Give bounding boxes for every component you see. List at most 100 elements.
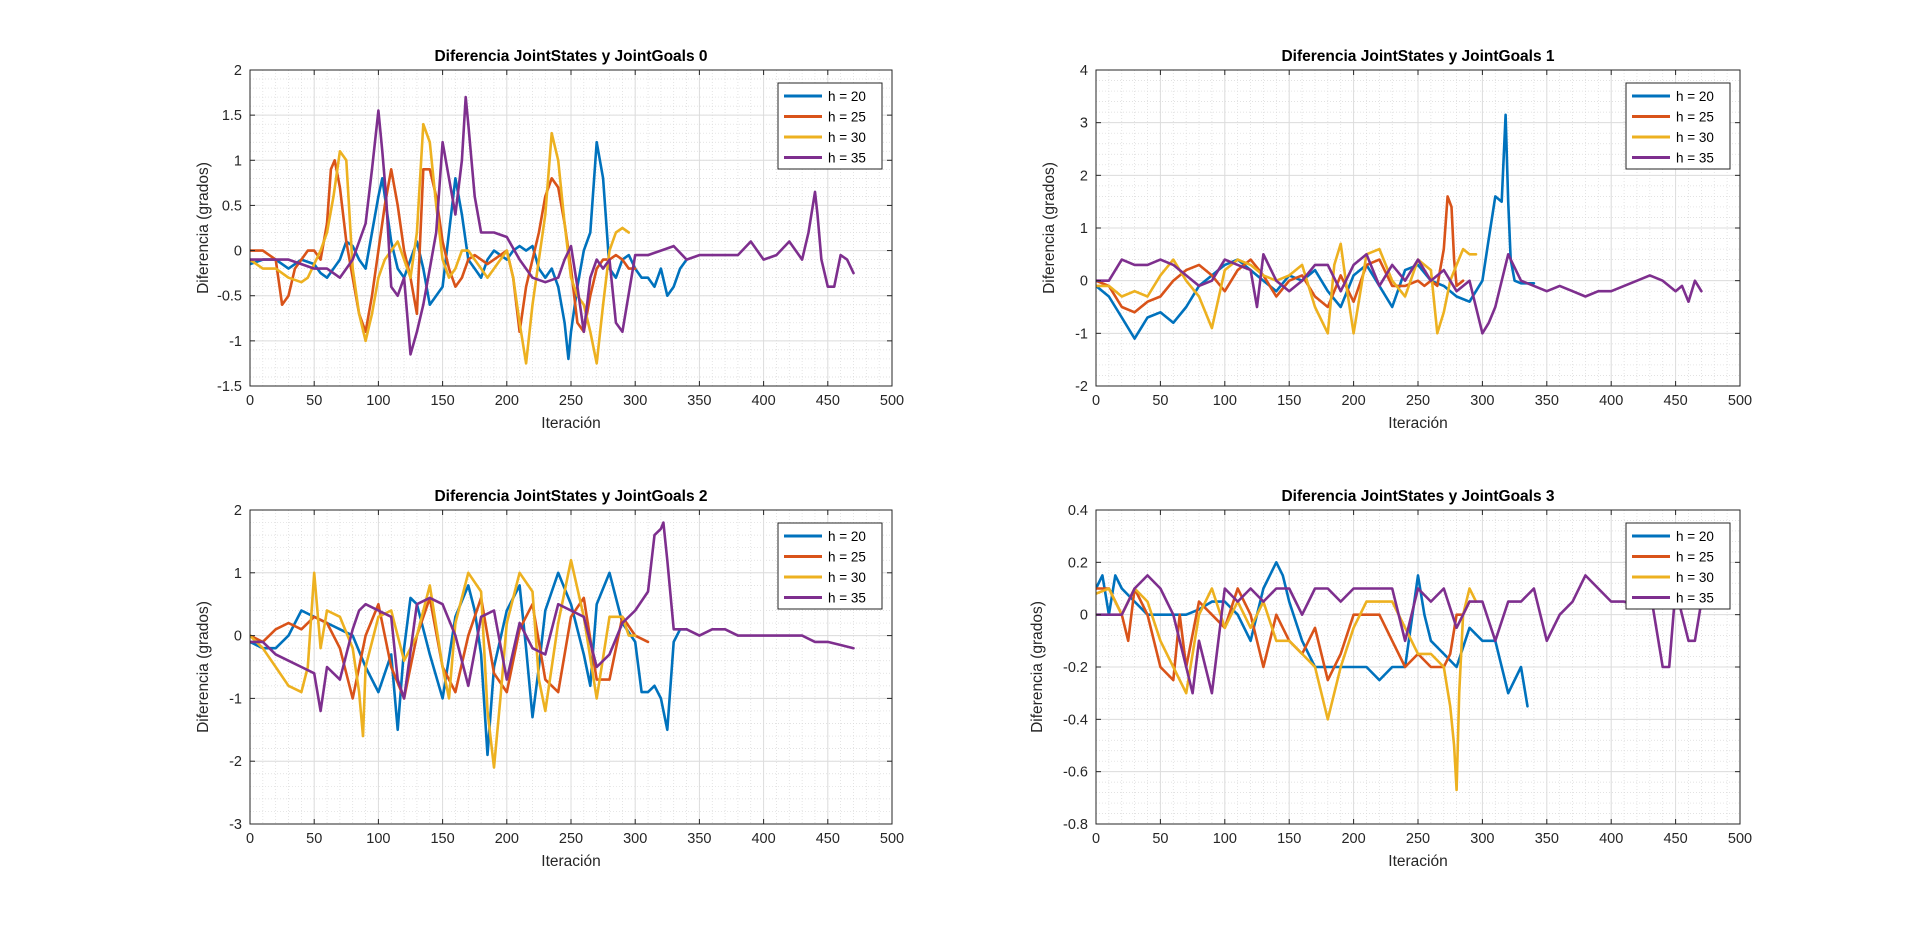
x-tick-label: 400	[1599, 393, 1623, 409]
x-tick-label: 100	[366, 831, 390, 847]
x-tick-label: 0	[246, 831, 254, 847]
y-tick-label: 0.4	[1068, 503, 1088, 519]
x-axis-label: Iteración	[1388, 853, 1447, 870]
x-tick-label: 500	[1728, 831, 1752, 847]
x-axis-label: Iteración	[541, 415, 600, 432]
y-tick-label: 0.2	[1068, 555, 1088, 571]
chart-title: Diferencia JointStates y JointGoals 1	[1281, 48, 1554, 65]
x-tick-label: 250	[559, 831, 583, 847]
x-tick-label: 400	[751, 831, 775, 847]
chart-title: Diferencia JointStates y JointGoals 3	[1281, 488, 1554, 505]
x-tick-label: 0	[246, 393, 254, 409]
x-tick-label: 150	[430, 831, 454, 847]
subplot-1: 0 50 100 150 200 250 300 350 400 450 500 -2 -1 0 1 2 3 4 D…	[1041, 48, 1752, 432]
legend-label: h = 35	[1676, 591, 1714, 606]
legend: h = 20 h = 25 h = 30 h = 35	[1625, 82, 1731, 170]
legend-label: h = 35	[828, 151, 866, 166]
series-line-h-30	[1096, 587, 1478, 792]
x-tick-label: 50	[1152, 393, 1168, 409]
x-tick-label: 200	[495, 831, 519, 847]
y-tick-label: 1	[1080, 221, 1088, 237]
x-tick-label: 300	[1470, 831, 1494, 847]
x-tick-label: 400	[751, 393, 775, 409]
y-tick-label: -2	[1075, 379, 1088, 395]
x-tick-label: 50	[306, 831, 322, 847]
legend-label: h = 30	[1676, 130, 1714, 145]
y-tick-label: 2	[234, 63, 242, 79]
x-tick-label: 150	[430, 393, 454, 409]
y-tick-label: 1	[234, 153, 242, 169]
x-tick-label: 450	[816, 393, 840, 409]
legend: h = 20 h = 25 h = 30 h = 35	[1625, 522, 1731, 610]
legend-label: h = 35	[1676, 151, 1714, 166]
x-tick-label: 150	[1277, 393, 1301, 409]
series-line-h-25	[1096, 587, 1471, 682]
y-axis-label: Diferencia (grados)	[195, 162, 212, 294]
y-tick-label: 0	[1080, 274, 1088, 290]
x-tick-label: 100	[1213, 393, 1237, 409]
x-tick-label: 450	[816, 831, 840, 847]
y-tick-label: 2	[1080, 168, 1088, 184]
y-tick-label: -2	[229, 754, 242, 770]
legend-label: h = 30	[828, 130, 866, 145]
y-tick-label: -0.5	[217, 289, 242, 305]
subplot-0: 0 50 100 150 200 250 300 350 400 450 500 -1.5 -1 -0.5…	[195, 48, 904, 432]
x-tick-label: 100	[1213, 831, 1237, 847]
legend-label: h = 20	[1676, 89, 1714, 104]
x-tick-label: 500	[880, 831, 904, 847]
x-tick-label: 300	[623, 393, 647, 409]
subplot-3: 0 50 100 150 200 250 300 350 400 450 500 -0.8 -0.6 -0…	[1029, 488, 1752, 870]
y-axis-label: Diferencia (grados)	[1029, 601, 1046, 733]
legend-label: h = 25	[1676, 110, 1714, 125]
y-tick-label: -0.4	[1063, 712, 1088, 728]
y-tick-label: -1	[1075, 326, 1088, 342]
x-tick-label: 250	[1406, 393, 1430, 409]
x-tick-label: 250	[1406, 831, 1430, 847]
legend-label: h = 30	[828, 570, 866, 585]
series-line-h-25	[250, 596, 650, 700]
y-tick-label: -1	[229, 334, 242, 350]
y-tick-label: 0	[234, 629, 242, 645]
x-tick-label: 500	[880, 393, 904, 409]
series-group	[1096, 113, 1703, 340]
y-tick-label: -3	[229, 817, 242, 833]
series-group	[250, 95, 855, 365]
legend-label: h = 25	[1676, 550, 1714, 565]
y-tick-label: -0.8	[1063, 817, 1088, 833]
x-tick-label: 250	[559, 393, 583, 409]
x-tick-label: 0	[1092, 393, 1100, 409]
series-line-h-35	[1096, 253, 1703, 335]
chart-title: Diferencia JointStates y JointGoals 2	[434, 488, 707, 505]
legend: h = 20 h = 25 h = 30 h = 35	[777, 522, 883, 610]
x-axis-label: Iteración	[1388, 415, 1447, 432]
legend-label: h = 20	[828, 89, 866, 104]
y-tick-label: -1.5	[217, 379, 242, 395]
series-line-h-30	[250, 558, 637, 769]
x-tick-label: 200	[495, 393, 519, 409]
x-tick-label: 300	[1470, 393, 1494, 409]
y-tick-label: 1.5	[222, 108, 242, 124]
legend-box	[777, 82, 883, 170]
x-tick-label: 50	[306, 393, 322, 409]
legend-label: h = 25	[828, 110, 866, 125]
x-axis-label: Iteración	[541, 853, 600, 870]
series-line-h-35	[250, 95, 855, 356]
y-tick-label: 0.5	[222, 198, 242, 214]
x-tick-label: 0	[1092, 831, 1100, 847]
legend-label: h = 30	[1676, 570, 1714, 585]
legend-label: h = 20	[1676, 529, 1714, 544]
x-tick-label: 350	[687, 393, 711, 409]
series-line-h-35	[250, 521, 855, 713]
x-tick-label: 350	[1535, 831, 1559, 847]
x-tick-label: 450	[1663, 393, 1687, 409]
x-tick-label: 200	[1341, 393, 1365, 409]
legend-label: h = 35	[828, 591, 866, 606]
legend-label: h = 20	[828, 529, 866, 544]
x-tick-label: 100	[366, 393, 390, 409]
y-tick-label: 0	[1080, 608, 1088, 624]
x-tick-label: 50	[1152, 831, 1168, 847]
x-tick-label: 500	[1728, 393, 1752, 409]
y-tick-label: -1	[229, 691, 242, 707]
x-tick-label: 450	[1663, 831, 1687, 847]
y-tick-label: 3	[1080, 116, 1088, 132]
